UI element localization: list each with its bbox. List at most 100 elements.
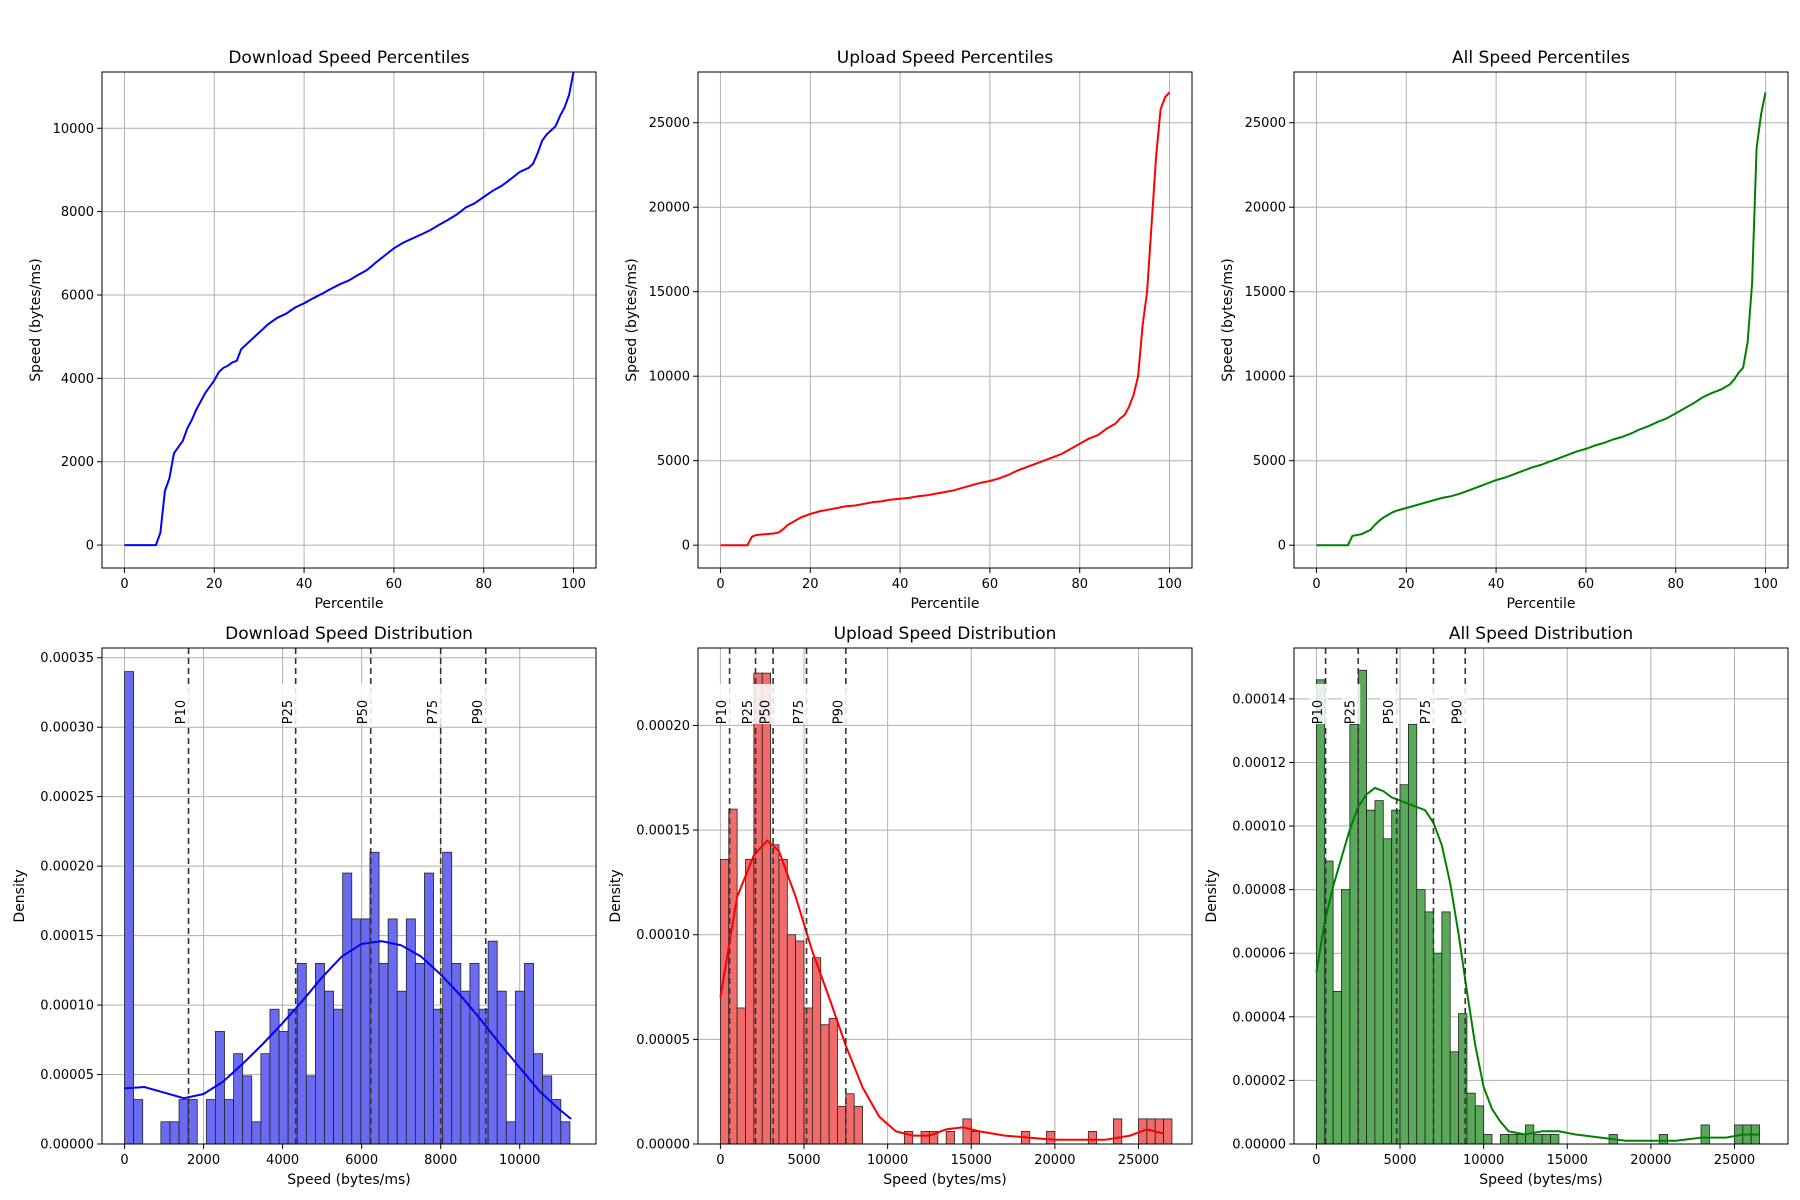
y-tick-label: 0 [1278,539,1286,554]
x-tick-label: 20 [1398,577,1415,592]
x-tick-label: 80 [1667,577,1684,592]
x-tick-label: 10000 [867,1153,908,1168]
series-line [1316,92,1767,547]
plot-area [124,671,572,1144]
histogram-bar [837,1105,847,1144]
histogram-bar [1087,1131,1098,1144]
x-axis-label: Percentile [314,596,383,612]
chart-panel-6: P10 P25 P50 P75 P90 0 5000 10000 15000 20000 25000… [1204,624,1789,1188]
percentile-label: P50 [356,700,371,724]
histogram-bar [945,1131,955,1144]
plot-area [1315,669,1760,1144]
y-tick-label: 0.00010 [1232,820,1286,835]
histogram-bar [1658,1134,1668,1144]
histogram-bar [1516,1134,1526,1144]
y-tick-label: 0.00025 [40,790,94,805]
x-tick-label: 25000 [1714,1153,1755,1168]
x-axis-label: Percentile [1506,596,1575,612]
kde-curve [1315,786,1760,1142]
x-tick-label: 5000 [1383,1153,1416,1168]
histogram-bar [970,1131,981,1144]
histogram-bar [442,851,453,1144]
y-tick-label: 0.00006 [1232,947,1286,962]
x-tick-label: 0 [1312,1153,1320,1168]
histogram-bar [542,1075,553,1144]
histogram-bar [1541,1134,1551,1144]
x-tick-label: 2000 [187,1153,220,1168]
histogram-bar [133,1099,144,1144]
chart-title: Download Speed Distribution [225,624,473,644]
percentile-label: P75 [792,700,807,724]
histogram-bar [124,671,135,1144]
histogram-bar [920,1131,930,1144]
y-tick-label: 0.00030 [40,721,94,736]
x-axis-label: Speed (bytes/ms) [1479,1172,1602,1188]
y-tick-label: 0.00020 [40,860,94,875]
y-tick-label: 6000 [61,288,94,303]
x-tick-label: 4000 [266,1153,299,1168]
y-tick-label: 10000 [649,370,690,385]
y-tick-label: 0 [682,539,690,554]
histogram-bar [424,872,434,1144]
y-axis-label: Speed (bytes/ms) [1220,258,1236,381]
x-tick-label: 100 [1157,577,1182,592]
axes-frame [1293,71,1789,569]
histogram-bar [828,1018,838,1144]
x-tick-label: 10000 [499,1153,540,1168]
x-tick-label: 15000 [951,1153,992,1168]
y-tick-label: 0.00005 [636,1033,690,1048]
histogram-bar [745,858,755,1144]
chart-panel-5: P10 P25 P50 P75 P90 0 5000 10000 15000 20000 25000… [608,624,1193,1188]
x-tick-label: 15000 [1547,1153,1588,1168]
y-tick-label: 0.00014 [1232,692,1286,707]
series-line [124,72,575,547]
percentile-label: P90 [471,700,486,724]
y-tick-label: 0.00015 [636,824,690,839]
x-tick-label: 40 [296,577,313,592]
histogram-bar [1458,1013,1468,1144]
x-tick-label: 20000 [1630,1153,1671,1168]
x-tick-label: 40 [1488,577,1505,592]
histogram-bar [1449,1051,1459,1144]
histogram-bar [786,934,797,1144]
y-axis-label: Density [12,869,28,922]
y-tick-label: 0.00000 [40,1138,94,1153]
histogram-bar [1424,911,1434,1144]
percentile-label-bg [469,684,488,724]
x-tick-label: 0 [716,1153,724,1168]
y-tick-label: 0.00004 [1232,1010,1286,1025]
y-axis-label: Density [608,869,624,922]
x-tick-label: 0 [1312,577,1320,592]
histogram-bar [1508,1134,1518,1144]
x-axis-label: Speed (bytes/ms) [287,1172,410,1188]
percentile-label-bg [172,684,191,724]
histogram-bar [1483,1134,1493,1144]
percentile-label: P10 [1311,700,1326,724]
percentile-label-bg [424,684,443,724]
histogram-bar [853,1105,863,1144]
percentile-label: P75 [1419,700,1434,724]
histogram-bar [795,940,805,1144]
x-tick-label: 60 [1578,577,1595,592]
percentile-label: P10 [715,700,730,724]
chart-panel-1: 0 20 40 60 80 100 0 2000 4000 6000 8000 10000 Downlo… [28,48,597,612]
percentile-label: P50 [759,700,774,724]
percentile-label: P25 [741,700,756,724]
histogram-bar [1533,1134,1543,1144]
y-tick-label: 0.00035 [40,651,94,666]
percentile-label-bg [1342,684,1361,724]
y-tick-label: 10000 [1245,370,1286,385]
percentile-label-bg [790,684,809,724]
histogram-bar [778,858,788,1144]
series-line [720,91,1171,547]
histogram-bar [1366,809,1376,1144]
y-tick-label: 10000 [53,122,94,137]
y-tick-label: 0.00010 [40,999,94,1014]
histogram-bar [160,1121,171,1144]
x-tick-label: 0 [716,577,724,592]
histogram-bar [1357,669,1367,1144]
histogram-bar [1433,952,1443,1144]
y-tick-label: 25000 [1245,116,1286,131]
histogram-bar [460,990,471,1144]
